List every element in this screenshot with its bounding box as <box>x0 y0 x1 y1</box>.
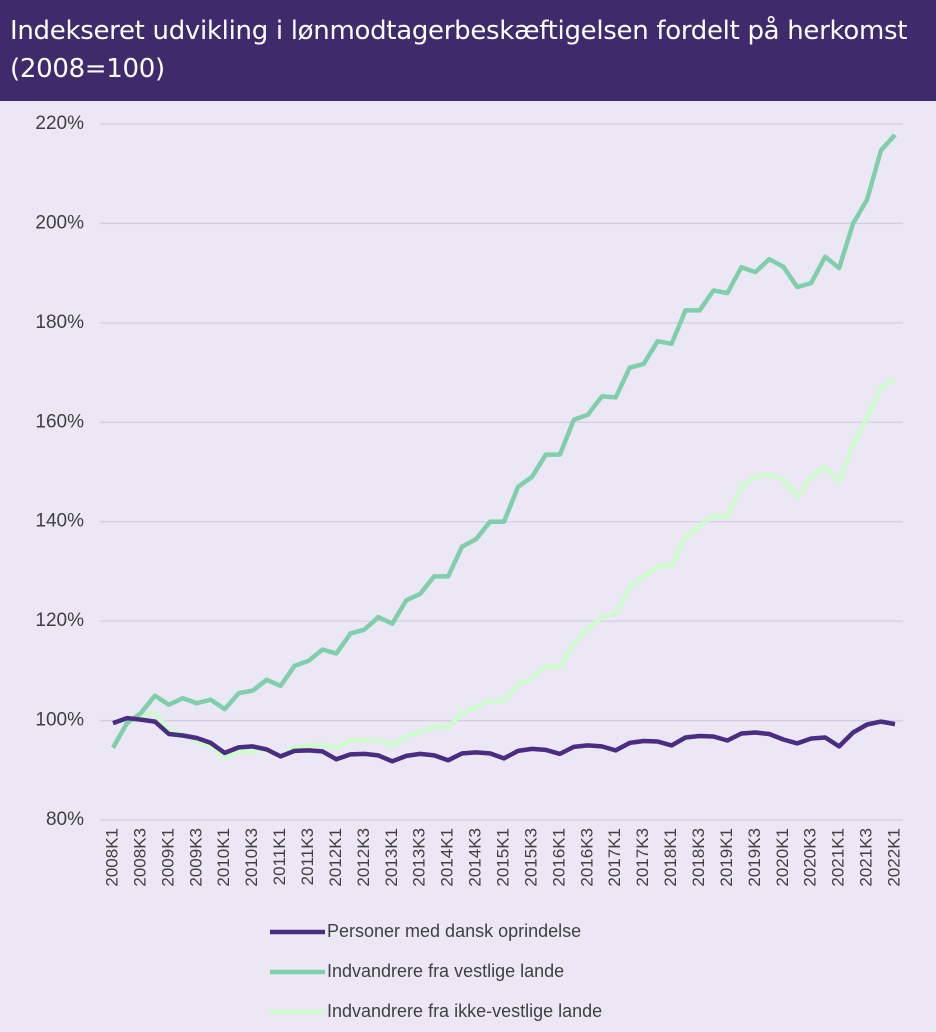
x-tick-label: 2009K3 <box>186 828 205 887</box>
x-tick-label: 2012K3 <box>354 828 373 887</box>
x-tick-label: 2017K1 <box>605 828 624 887</box>
x-tick-label: 2021K1 <box>829 828 848 887</box>
legend-label: Indvandrere fra vestlige lande <box>327 961 564 981</box>
x-tick-label: 2009K1 <box>158 828 177 887</box>
x-tick-label: 2017K3 <box>633 828 652 887</box>
x-tick-label: 2008K1 <box>102 828 121 887</box>
y-tick-label: 200% <box>35 212 84 233</box>
series-line <box>111 378 897 761</box>
x-tick-label: 2012K1 <box>326 828 345 887</box>
x-tick-label: 2018K1 <box>661 828 680 887</box>
x-tick-label: 2013K3 <box>410 828 429 887</box>
x-tick-label: 2021K3 <box>857 828 876 887</box>
series-line <box>112 715 896 764</box>
header-band <box>0 0 936 101</box>
y-tick-label: 220% <box>35 113 84 134</box>
y-tick-label: 100% <box>35 710 84 731</box>
y-tick-label: 80% <box>46 809 84 830</box>
x-tick-label: 2015K3 <box>521 828 540 887</box>
x-tick-label: 2011K1 <box>270 828 289 885</box>
x-tick-label: 2010K3 <box>242 828 261 887</box>
x-tick-label: 2016K3 <box>577 828 596 887</box>
legend-label: Personer med dansk oprindelse <box>327 921 581 941</box>
x-tick-label: 2020K3 <box>801 828 820 887</box>
x-tick-label: 2019K3 <box>745 828 764 887</box>
y-tick-label: 160% <box>35 411 84 432</box>
legend-label: Indvandrere fra ikke-vestlige lande <box>327 1001 602 1021</box>
y-tick-label: 120% <box>35 610 84 631</box>
y-tick-label: 180% <box>35 312 84 333</box>
x-tick-label: 2013K1 <box>382 828 401 887</box>
y-tick-label: 140% <box>35 511 84 532</box>
x-tick-label: 2020K1 <box>773 828 792 887</box>
x-tick-label: 2015K1 <box>493 828 512 887</box>
x-tick-label: 2018K3 <box>689 828 708 887</box>
x-tick-label: 2011K3 <box>298 828 317 885</box>
x-tick-label: 2014K1 <box>438 828 457 887</box>
x-tick-label: 2008K3 <box>130 828 149 887</box>
x-tick-label: 2010K1 <box>214 828 233 887</box>
x-tick-label: 2022K1 <box>884 828 903 887</box>
chart-title: Indekseret udvikling i lønmodtagerbeskæf… <box>10 16 908 84</box>
x-tick-label: 2019K1 <box>717 828 736 887</box>
series-line <box>111 133 897 750</box>
x-tick-label: 2014K3 <box>466 828 485 887</box>
x-tick-label: 2016K1 <box>549 828 568 887</box>
